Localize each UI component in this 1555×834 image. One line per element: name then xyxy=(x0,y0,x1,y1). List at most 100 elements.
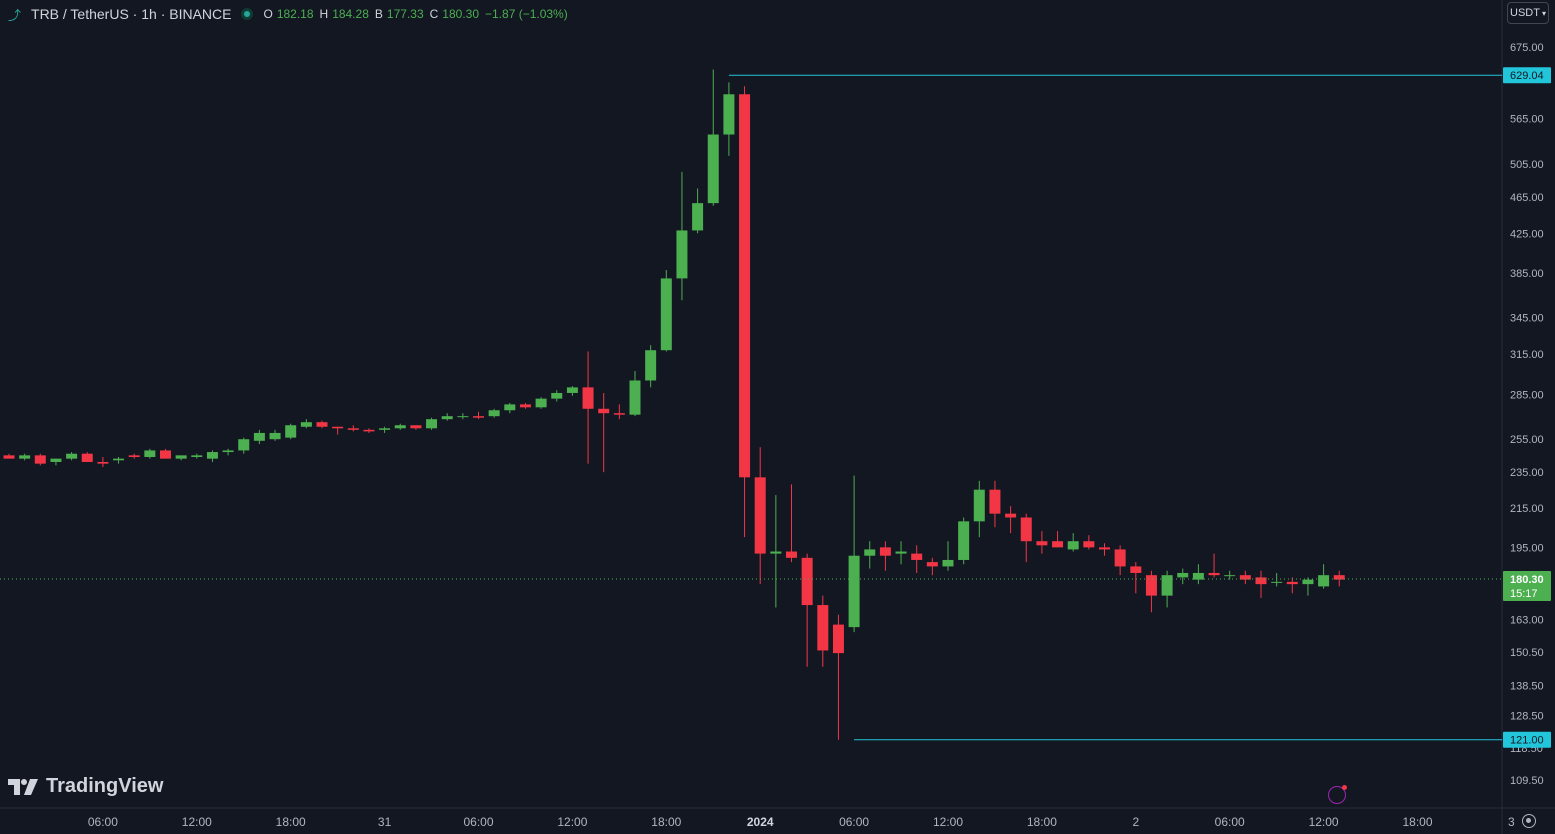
x-tick-label: 06:00 xyxy=(1215,815,1245,829)
candle-body xyxy=(191,455,203,457)
candle-body xyxy=(1302,579,1314,585)
candle-body xyxy=(566,387,578,393)
candle-body xyxy=(300,422,312,427)
candle-body xyxy=(926,562,938,567)
candle-body xyxy=(1067,541,1079,550)
market-status-icon[interactable] xyxy=(241,8,254,20)
x-tick-label: 12:00 xyxy=(1309,815,1339,829)
x-tick-label: 12:00 xyxy=(182,815,212,829)
candle-body xyxy=(238,439,250,451)
candle-body xyxy=(1255,577,1267,585)
candle-body xyxy=(97,461,109,464)
x-tick-label: 31 xyxy=(378,815,392,829)
y-tick-label: 235.00 xyxy=(1510,467,1544,479)
candle-body xyxy=(645,350,657,381)
candle-body xyxy=(504,404,516,411)
candle-body xyxy=(1224,575,1236,577)
x-tick-label: 18:00 xyxy=(1027,815,1057,829)
bolt-icon[interactable] xyxy=(1328,785,1347,804)
ohlc-low: 177.33 xyxy=(386,7,424,21)
countdown-label: 15:17 xyxy=(1510,588,1538,600)
level-price-tag xyxy=(1503,731,1551,748)
candle-body xyxy=(676,230,688,279)
candle-body xyxy=(770,551,782,554)
candle-body xyxy=(316,422,328,427)
y-tick-label: 128.50 xyxy=(1510,710,1544,722)
candle-body xyxy=(1239,575,1251,580)
candle-body xyxy=(613,413,625,415)
candle-body xyxy=(1005,513,1017,518)
chevron-down-icon: ▾ xyxy=(1541,8,1546,18)
candle-body xyxy=(1192,572,1204,580)
ohlc-open: 182.18 xyxy=(276,7,314,21)
candle-body xyxy=(801,557,813,606)
candle-body xyxy=(1036,541,1048,546)
currency-label: USDT xyxy=(1510,7,1540,19)
last-price-label: 180.30 xyxy=(1510,574,1544,586)
y-tick-label: 163.00 xyxy=(1510,615,1544,627)
candle-body xyxy=(739,94,751,478)
x-tick-label: 18:00 xyxy=(276,815,306,829)
candle-body xyxy=(175,455,187,459)
tradingview-logo[interactable]: TradingView xyxy=(8,775,163,798)
candle-body xyxy=(551,392,563,399)
gear-icon[interactable] xyxy=(1522,814,1536,828)
y-tick-label: 565.00 xyxy=(1510,114,1544,126)
candle-body xyxy=(363,429,375,432)
candle-body xyxy=(973,489,985,522)
candle-body xyxy=(1114,549,1126,567)
currency-select[interactable]: USDT ▾ xyxy=(1507,2,1549,24)
y-tick-label: 465.00 xyxy=(1510,192,1544,204)
y-tick-label: 425.00 xyxy=(1510,228,1544,240)
x-tick-label: 06:00 xyxy=(839,815,869,829)
y-tick-label: 675.00 xyxy=(1510,42,1544,54)
candle-body xyxy=(144,450,156,457)
candle-body xyxy=(1099,547,1110,550)
x-tick-label: 06:00 xyxy=(463,815,493,829)
level-price-label: 121.00 xyxy=(1510,735,1544,747)
ohlc-change: −1.87 (−1.03%) xyxy=(485,7,568,21)
candle-body xyxy=(394,425,406,429)
candle-body xyxy=(128,455,140,457)
candle-body xyxy=(285,425,297,438)
x-tick-label: 12:00 xyxy=(557,815,587,829)
candle-body xyxy=(160,450,171,459)
y-tick-label: 215.00 xyxy=(1510,503,1544,515)
y-tick-label: 255.00 xyxy=(1510,434,1544,446)
candle-body xyxy=(19,455,31,459)
candle-body xyxy=(269,432,281,440)
candle-body xyxy=(1052,541,1064,548)
candle-body xyxy=(692,203,704,231)
symbol-title[interactable]: TRB / TetherUS · 1h · BINANCE xyxy=(31,6,232,22)
y-tick-label: 138.50 xyxy=(1510,680,1544,692)
candle-body xyxy=(817,605,829,651)
candle-body xyxy=(222,450,234,453)
candle-body xyxy=(629,380,641,415)
y-tick-label: 150.50 xyxy=(1510,647,1544,659)
ohlc-legend: O 182.18 H 184.28 B 177.33 C 180.30 −1.87 (−… xyxy=(263,7,569,21)
candle-body xyxy=(864,549,876,556)
candle-body xyxy=(113,458,125,461)
y-tick-label: 109.50 xyxy=(1510,775,1544,787)
candle-body xyxy=(723,94,735,135)
candle-body xyxy=(50,458,62,462)
candle-body xyxy=(989,489,1001,514)
candle-body xyxy=(1318,575,1330,587)
candle-body xyxy=(895,551,907,554)
x-tick-label: 18:00 xyxy=(1402,815,1432,829)
candle-body xyxy=(473,416,484,418)
ohlc-close: 180.30 xyxy=(442,7,479,21)
candle-body xyxy=(1333,575,1345,580)
candle-body xyxy=(332,426,344,429)
candle-body xyxy=(786,551,797,558)
candle-body xyxy=(660,278,672,351)
y-tick-label: 345.00 xyxy=(1510,312,1544,324)
ohlc-high: 184.28 xyxy=(332,7,369,21)
candle-body xyxy=(1161,575,1173,596)
candle-body xyxy=(81,453,93,462)
candle-body xyxy=(1286,581,1298,585)
x-tick-label: 06:00 xyxy=(88,815,118,829)
y-tick-label: 315.00 xyxy=(1510,349,1544,361)
candle-body xyxy=(879,547,891,556)
